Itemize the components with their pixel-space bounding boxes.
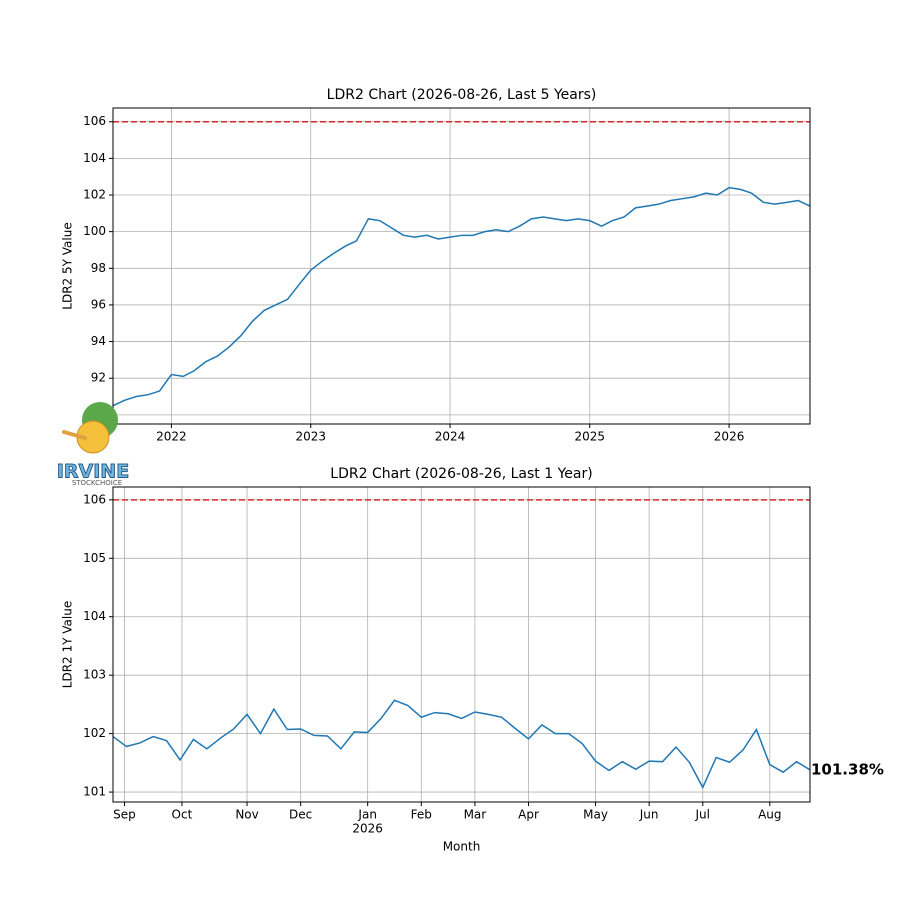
- y-tick-label: 104: [83, 609, 106, 623]
- value-annotation: 101.38%: [811, 760, 884, 778]
- x-tick-label: Feb: [411, 808, 432, 822]
- chart-title: LDR2 Chart (2026-08-26, Last 1 Year): [330, 466, 592, 482]
- y-tick-label: 94: [91, 334, 106, 348]
- y-tick-label: 102: [83, 188, 106, 202]
- x-tick-label: 2023: [295, 430, 326, 444]
- x-tick-label: Mar: [464, 808, 487, 822]
- y-axis-label: LDR2 5Y Value: [61, 222, 75, 309]
- x-tick-label: Sep: [113, 808, 136, 822]
- x-tick-label: 2024: [435, 430, 466, 444]
- x-tick-label: Dec: [289, 808, 312, 822]
- x-tick-label: May: [583, 808, 608, 822]
- y-tick-label: 100: [83, 224, 106, 238]
- data-line: [112, 699, 811, 790]
- y-tick-label: 102: [83, 726, 106, 740]
- x-tick-sublabel: 2026: [352, 822, 383, 836]
- y-tick-label: 106: [83, 492, 106, 506]
- x-tick-label: Apr: [518, 808, 539, 822]
- logo-nose: [62, 430, 87, 440]
- x-tick-label: Jun: [639, 808, 659, 822]
- x-tick-label: Jul: [695, 808, 710, 822]
- y-tick-label: 106: [83, 114, 106, 128]
- x-tick-label: Aug: [758, 808, 781, 822]
- x-tick-label: Jan: [357, 808, 377, 822]
- y-tick-label: 101: [83, 785, 106, 799]
- y-tick-label: 98: [91, 261, 106, 275]
- x-axis-label: Month: [443, 840, 481, 854]
- x-tick-label: 2022: [156, 430, 187, 444]
- x-tick-label: Oct: [172, 808, 193, 822]
- y-axis-label: LDR2 1Y Value: [61, 601, 75, 688]
- y-tick-label: 103: [83, 668, 106, 682]
- y-tick-label: 104: [83, 151, 106, 165]
- chart-title: LDR2 Chart (2026-08-26, Last 5 Years): [327, 87, 597, 103]
- logo-subtext: STOCKCHOICE: [72, 479, 122, 487]
- plot-frame: [112, 486, 811, 803]
- x-tick-label: 2025: [574, 430, 605, 444]
- y-tick-label: 96: [91, 297, 106, 311]
- x-tick-label: 2026: [714, 430, 745, 444]
- data-line: [112, 186, 811, 407]
- y-tick-label: 105: [83, 551, 106, 565]
- logo-text: IRVINE: [57, 461, 129, 483]
- plot-frame: [112, 107, 811, 425]
- y-tick-label: 92: [91, 371, 106, 385]
- x-tick-label: Nov: [235, 808, 258, 822]
